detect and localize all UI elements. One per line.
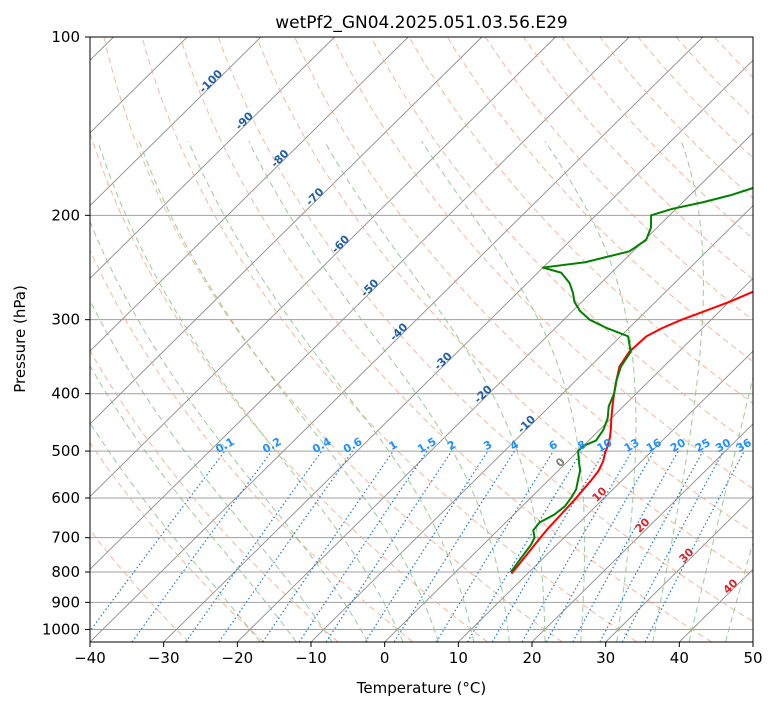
dry-adiabat-line bbox=[408, 37, 753, 405]
isotherm-line bbox=[605, 495, 753, 642]
x-tick-label: 30 bbox=[596, 649, 615, 667]
mixing-ratio-line bbox=[545, 450, 655, 642]
moist-adiabat-line bbox=[248, 141, 510, 642]
isotherm-line bbox=[310, 205, 753, 642]
y-tick-label: 700 bbox=[51, 529, 80, 547]
moist-adiabat-line bbox=[688, 374, 753, 642]
x-tick-label: −10 bbox=[295, 649, 327, 667]
x-tick-label: 50 bbox=[743, 649, 762, 667]
moist-adiabat-line bbox=[90, 364, 297, 642]
moist-adiabat-line bbox=[421, 141, 586, 642]
mixing-ratio-line bbox=[298, 450, 428, 642]
grid-layer bbox=[90, 37, 753, 642]
moist-adiabat-line bbox=[652, 141, 704, 642]
isotherm-line bbox=[237, 132, 753, 642]
x-tick-label: 10 bbox=[449, 649, 468, 667]
moist-adiabat-line bbox=[187, 141, 475, 642]
dry-adiabat-line bbox=[294, 37, 753, 533]
x-tick-label: −20 bbox=[222, 649, 254, 667]
isotherm-line bbox=[90, 37, 262, 207]
x-tick-label: 0 bbox=[380, 649, 390, 667]
isotherm-line bbox=[90, 37, 409, 352]
chart-title: wetPf2_GN04.2025.051.03.56.E29 bbox=[275, 13, 567, 33]
y-tick-label: 100 bbox=[51, 28, 80, 46]
y-tick-label: 900 bbox=[51, 593, 80, 611]
mixing-ratio-line bbox=[325, 450, 453, 642]
y-tick-label: 1000 bbox=[42, 620, 80, 638]
mixing-ratio-line bbox=[218, 450, 354, 642]
x-tick-label: −30 bbox=[148, 649, 180, 667]
moist-adiabat-line bbox=[324, 141, 546, 642]
isotherm-line bbox=[458, 350, 753, 642]
dry-adiabat-line bbox=[90, 131, 488, 642]
mixing-ratio-line bbox=[131, 450, 273, 642]
temperature-profile-line bbox=[510, 290, 753, 575]
isotherm-line bbox=[384, 277, 753, 642]
isotherm-line bbox=[90, 37, 556, 498]
moist-adiabat-line bbox=[725, 541, 753, 642]
dry-adiabat-line bbox=[179, 37, 712, 642]
isotherm-line bbox=[90, 37, 704, 642]
plot-frame bbox=[89, 36, 754, 643]
isotherm-line bbox=[163, 59, 753, 642]
y-tick-label: 200 bbox=[51, 206, 80, 224]
y-axis-label: Pressure (hPa) bbox=[11, 285, 29, 393]
mixing-ratio-line bbox=[262, 450, 394, 642]
y-tick-label: 300 bbox=[51, 311, 80, 329]
series-layer bbox=[509, 186, 753, 575]
mixing-ratio-line bbox=[364, 450, 489, 642]
isotherm-line bbox=[90, 37, 335, 280]
y-tick-label: 600 bbox=[51, 489, 80, 507]
moist-adiabat-line bbox=[97, 141, 404, 642]
moist-adiabat-line bbox=[544, 141, 637, 642]
x-axis-label: Temperature (°C) bbox=[356, 679, 486, 697]
dry-adiabat-line bbox=[90, 349, 339, 642]
dry-adiabat-line bbox=[256, 37, 753, 578]
isotherm-line bbox=[90, 37, 630, 570]
y-tick-label: 500 bbox=[51, 442, 80, 460]
dry-adiabat-line bbox=[446, 37, 753, 363]
isotherm-line bbox=[531, 423, 753, 642]
y-tick-label: 400 bbox=[51, 385, 80, 403]
dry-adiabat-line bbox=[217, 37, 753, 623]
dry-adiabat-line bbox=[90, 248, 414, 642]
dry-adiabat-line bbox=[141, 37, 638, 642]
moist-adiabat-line bbox=[90, 421, 261, 642]
x-tick-label: 40 bbox=[670, 649, 689, 667]
dry-adiabat-line bbox=[90, 441, 264, 642]
dewpoint-profile-line bbox=[509, 186, 753, 573]
isotherm-line bbox=[90, 37, 483, 425]
x-tick-label: −40 bbox=[74, 649, 106, 667]
mixing-ratio-line bbox=[435, 450, 554, 642]
dry-adiabat-line bbox=[103, 37, 563, 642]
axes-layer: −40 −30 −20 −10 0 10 20 30 40 50 100 200 300 400 500 60… bbox=[42, 28, 763, 667]
y-tick-label: 800 bbox=[51, 563, 80, 581]
dry-adiabat-line bbox=[332, 37, 753, 490]
moist-adiabat-line bbox=[138, 141, 439, 642]
mixing-ratio-line bbox=[572, 450, 679, 642]
dry-adiabat-line bbox=[370, 37, 753, 447]
moist-adiabat-line bbox=[90, 299, 333, 642]
dry-adiabat-line bbox=[485, 37, 753, 321]
mixing-ratio-line bbox=[185, 450, 323, 642]
x-tick-label: 20 bbox=[522, 649, 541, 667]
mixing-ratio-line bbox=[90, 450, 226, 632]
mixing-ratio-line bbox=[599, 450, 704, 642]
